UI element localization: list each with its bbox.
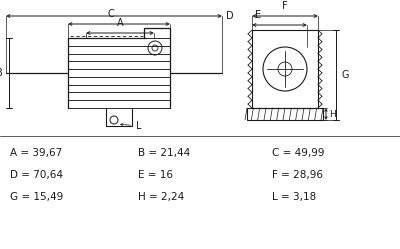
Text: B: B <box>0 68 2 78</box>
Text: H = 2,24: H = 2,24 <box>138 192 184 202</box>
Text: F: F <box>282 1 288 11</box>
Text: A: A <box>117 18 123 28</box>
Text: L = 3,18: L = 3,18 <box>272 192 316 202</box>
Text: E = 16: E = 16 <box>138 170 173 180</box>
Text: D = 70,64: D = 70,64 <box>10 170 63 180</box>
Text: L: L <box>120 121 142 131</box>
Text: A = 39,67: A = 39,67 <box>10 148 62 158</box>
Text: B = 21,44: B = 21,44 <box>138 148 190 158</box>
Bar <box>247 108 323 120</box>
Text: D: D <box>226 11 234 21</box>
Bar <box>252 30 318 108</box>
Text: F = 28,96: F = 28,96 <box>272 170 323 180</box>
Text: G = 15,49: G = 15,49 <box>10 192 63 202</box>
Text: C = 49,99: C = 49,99 <box>272 148 324 158</box>
Text: H: H <box>329 110 336 119</box>
Text: C: C <box>108 9 114 19</box>
Text: G: G <box>342 70 350 80</box>
Text: E: E <box>255 10 261 20</box>
